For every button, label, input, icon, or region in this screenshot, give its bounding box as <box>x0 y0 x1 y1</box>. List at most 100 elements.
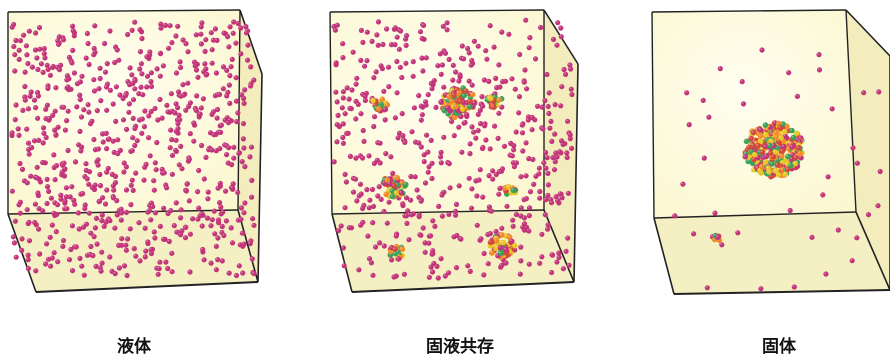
particle <box>16 47 22 53</box>
particle <box>823 271 829 277</box>
particle <box>26 219 32 225</box>
particle <box>197 111 203 117</box>
particle <box>19 247 25 253</box>
particle <box>173 128 179 134</box>
particle <box>70 47 76 54</box>
particle <box>444 27 450 33</box>
particle <box>215 185 221 191</box>
particle <box>539 231 545 237</box>
particle <box>116 265 122 271</box>
particle <box>180 37 186 43</box>
particle <box>175 105 181 111</box>
particle <box>218 204 224 210</box>
particle <box>449 118 455 125</box>
particle <box>144 84 150 90</box>
particle <box>788 163 794 169</box>
particle <box>451 92 457 98</box>
particle <box>465 45 471 52</box>
particle <box>403 60 409 66</box>
box-edge <box>573 63 579 283</box>
particle <box>441 84 447 90</box>
particle <box>24 207 30 213</box>
particle <box>35 115 41 121</box>
particle <box>487 146 493 152</box>
particle <box>361 138 367 144</box>
particle <box>44 200 50 207</box>
particle <box>686 122 692 128</box>
particle <box>875 203 881 209</box>
particle <box>430 218 436 224</box>
particle <box>45 85 51 91</box>
particle <box>381 88 387 94</box>
particle <box>559 195 565 201</box>
particle <box>402 139 408 145</box>
particle <box>442 273 448 279</box>
particle <box>213 243 219 249</box>
particle <box>778 135 784 141</box>
particle <box>186 198 192 204</box>
particle <box>549 269 555 276</box>
box-edge <box>653 211 857 219</box>
particle <box>148 247 154 253</box>
box-edge <box>845 9 857 213</box>
particle <box>450 77 456 83</box>
particle <box>76 226 82 232</box>
particle <box>184 181 190 187</box>
particle <box>17 160 23 167</box>
particle <box>706 114 712 120</box>
particle <box>240 121 247 127</box>
particle <box>376 184 382 190</box>
particle <box>53 229 59 235</box>
particle <box>126 109 132 115</box>
particle <box>98 98 104 104</box>
particle <box>486 78 492 84</box>
particle <box>231 19 237 25</box>
particle <box>395 135 401 141</box>
particle <box>118 210 125 216</box>
particle <box>167 145 173 151</box>
particle <box>115 137 121 143</box>
particle <box>377 140 383 146</box>
particle <box>144 73 151 79</box>
particle <box>233 98 239 104</box>
particle <box>17 210 23 216</box>
particle <box>175 120 181 127</box>
particle <box>372 114 378 120</box>
particle <box>549 200 555 206</box>
particle <box>353 116 359 122</box>
particle <box>346 225 352 231</box>
particle <box>366 256 373 262</box>
particle <box>65 147 71 154</box>
box-edge <box>7 9 241 13</box>
particle <box>535 103 541 109</box>
particle <box>142 108 148 114</box>
particle <box>334 99 340 105</box>
particle <box>152 160 158 166</box>
particle <box>469 82 475 88</box>
particle <box>404 220 410 226</box>
particle <box>36 137 42 143</box>
particle <box>169 250 175 256</box>
particle <box>247 241 253 247</box>
particle <box>107 254 113 260</box>
box-back-face <box>652 10 856 218</box>
particle <box>769 161 775 167</box>
particle <box>518 174 524 180</box>
particle <box>519 122 525 128</box>
particle <box>809 234 815 240</box>
particle <box>378 196 384 202</box>
particle <box>558 103 564 109</box>
particle <box>451 133 457 139</box>
box-edge <box>651 11 655 219</box>
particle <box>81 107 87 113</box>
particle <box>228 225 234 231</box>
particle <box>129 148 135 154</box>
particle <box>496 97 502 103</box>
particle <box>33 268 39 274</box>
particle <box>102 40 108 47</box>
particle <box>371 160 377 166</box>
particle <box>174 229 180 235</box>
particle <box>53 85 59 91</box>
particle <box>215 257 221 263</box>
panel-label-liquid: 液体 <box>117 337 151 357</box>
